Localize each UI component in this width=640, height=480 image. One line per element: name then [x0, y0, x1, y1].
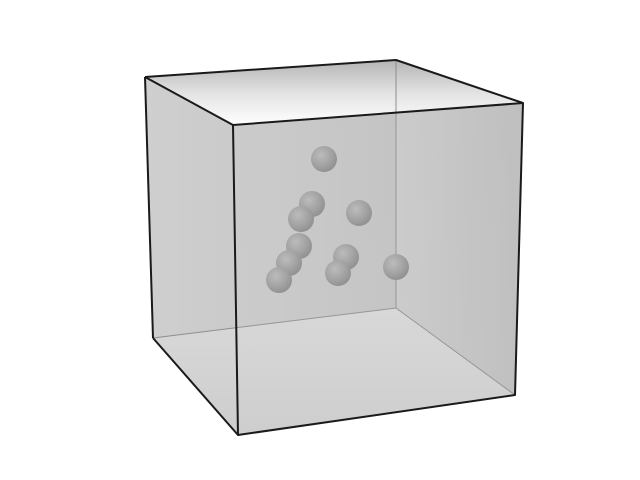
box-front-face [233, 103, 523, 435]
box-visible-edges [144, 59, 524, 436]
box-top-face [145, 60, 523, 125]
